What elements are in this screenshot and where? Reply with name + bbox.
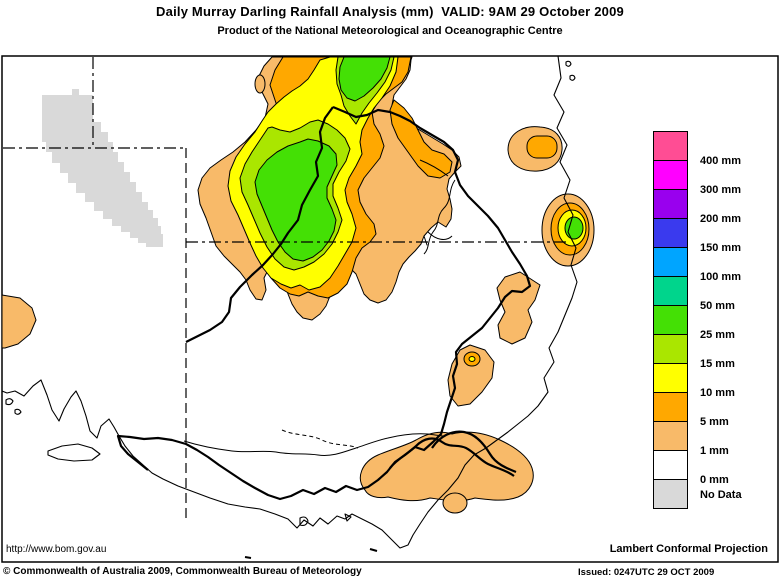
bom-url-text: http://www.bom.gov.au: [6, 544, 107, 555]
legend-label: 50 mm: [700, 300, 735, 312]
legend-swatch: [653, 218, 688, 248]
legend-swatch: [653, 305, 688, 335]
legend-label: 5 mm: [700, 416, 729, 428]
legend-label: 0 mm: [700, 474, 729, 486]
legend-swatch: [653, 450, 688, 480]
page-title: Daily Murray Darling Rainfall Analysis (…: [156, 4, 624, 19]
rainfall-legend: 400 mm 300 mm 200 mm 150 mm 100 mm 50 mm 25 mm…: [653, 131, 742, 509]
rivers: [183, 159, 456, 456]
page-subtitle: Product of the National Meteorological a…: [217, 25, 563, 37]
legend-label: 25 mm: [700, 329, 735, 341]
legend-swatch: [653, 189, 688, 219]
legend-label: 10 mm: [700, 387, 735, 399]
legend-swatch: [653, 479, 688, 509]
legend-swatch: [653, 247, 688, 277]
projection-label: Lambert Conformal Projection: [609, 543, 768, 555]
legend-label: 15 mm: [700, 358, 735, 370]
state-borders: [3, 57, 570, 520]
legend-label: 100 mm: [700, 271, 741, 283]
legend-label: 400 mm: [700, 155, 741, 167]
legend-swatch: [653, 160, 688, 190]
legend-label: 1 mm: [700, 445, 729, 457]
basin-boundary: [116, 105, 532, 501]
legend-label: 150 mm: [700, 242, 741, 254]
legend-label: 300 mm: [700, 184, 741, 196]
legend-label: 200 mm: [700, 213, 741, 225]
rainfall-contours: [1, 56, 595, 514]
issued-timestamp: Issued: 0247UTC 29 OCT 2009: [578, 567, 715, 578]
legend-label: No Data: [700, 489, 742, 501]
legend-swatch: [653, 334, 688, 364]
coastline: [1, 55, 578, 559]
copyright-text: © Commonwealth of Australia 2009, Common…: [3, 566, 362, 577]
legend-swatch: [653, 392, 688, 422]
legend-swatch: [653, 131, 688, 161]
no-data-region: [42, 89, 163, 247]
legend-swatch: [653, 363, 688, 393]
legend-swatch: [653, 421, 688, 451]
legend-swatch: [653, 276, 688, 306]
